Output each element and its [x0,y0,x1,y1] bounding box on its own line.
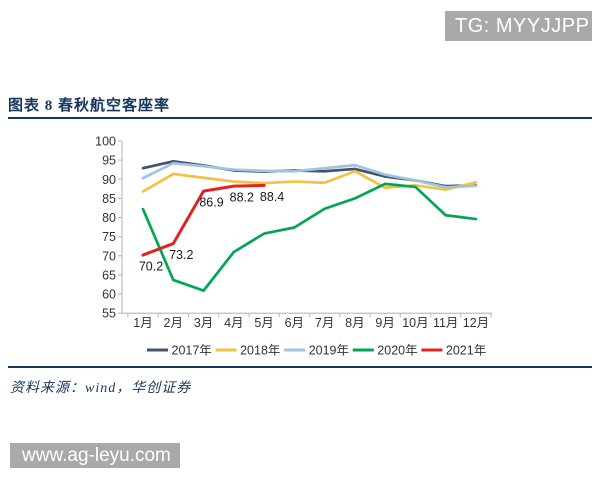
y-tick-label: 65 [102,268,116,282]
legend-label: 2017年 [172,344,212,358]
y-tick-label: 60 [102,288,116,302]
source-note: 资料来源：wind，华创证券 [10,381,192,396]
x-tick-label: 5月 [254,316,273,330]
y-tick-label: 80 [102,211,116,225]
legend-item-2017年: 2017年 [147,344,212,358]
legend-item-2018年: 2018年 [215,344,280,358]
series-line-2021年 [141,183,266,257]
watermark-badge: www.ag-leyu.com [10,443,180,468]
axis-lines [121,141,492,314]
x-tick-label: 11月 [433,316,458,330]
point-label: 73.2 [169,248,193,262]
point-label: 70.2 [139,260,163,274]
legend-item-2021年: 2021年 [421,344,486,358]
x-tick-label: 6月 [285,316,304,330]
load-factor-line-chart: 55 60 65 70 75 80 85 90 95 100 1月 2月 3月 4月 5月 6月 7月 8月 9月 1… [95,135,492,358]
title-divider [8,117,592,119]
point-label: 88.4 [260,190,284,204]
point-label: 86.9 [199,196,223,210]
y-tick-label: 90 [102,173,116,187]
x-tick-label: 9月 [375,316,394,330]
point-label: 88.2 [230,191,254,205]
legend-item-2020年: 2020年 [352,344,418,358]
series-line-2019年 [141,161,478,189]
x-tick-label: 2月 [164,316,183,330]
series-line-2018年 [141,169,478,193]
legend-label: 2020年 [377,344,417,358]
x-tick-label: 3月 [194,316,213,330]
x-tick-label: 7月 [315,316,334,330]
y-tick-label: 95 [102,154,116,168]
x-tick-label: 12月 [463,316,489,330]
legend-label: 2021年 [446,344,486,358]
series-line-2020年 [141,182,478,292]
y-tick-label: 100 [95,135,116,149]
y-tick-label: 55 [102,307,116,321]
y-tick-label: 70 [102,249,116,263]
legend-label: 2019年 [309,344,349,358]
x-tick-label: 10月 [402,316,428,330]
x-tick-label: 8月 [345,316,364,330]
telegram-contact-badge: TG: MYYJJPP [445,11,592,41]
figure-title: 图表 8 春秋航空客座率 [8,98,171,114]
legend-item-2019年: 2019年 [284,344,349,358]
legend-label: 2018年 [240,344,280,358]
x-tick-label: 4月 [224,316,243,330]
y-tick-label: 75 [102,230,116,244]
y-tick-label: 85 [102,192,116,206]
x-tick-label: 1月 [133,316,152,330]
source-divider [8,366,592,368]
